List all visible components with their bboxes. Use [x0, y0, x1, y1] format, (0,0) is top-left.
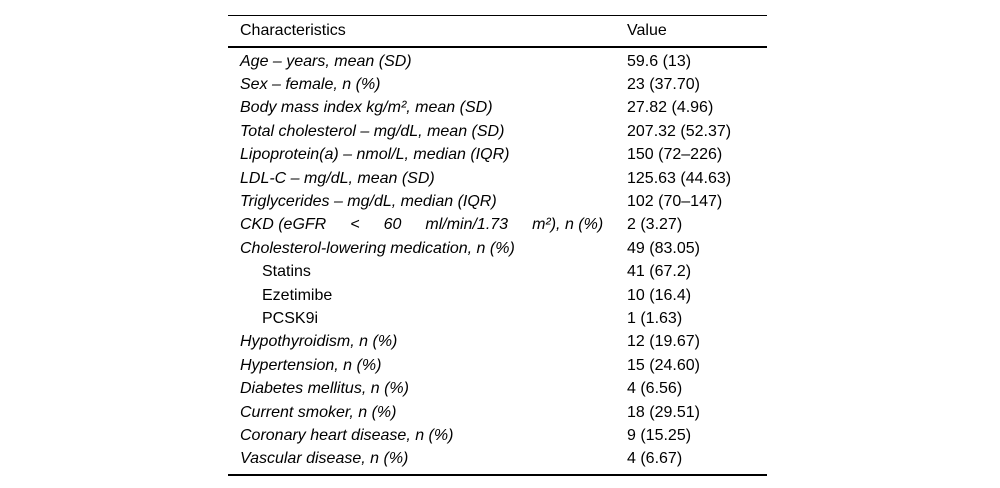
row-value: 1 (1.63)	[627, 309, 683, 327]
table-row: Vascular disease, n (%) 4 (6.67)	[228, 448, 767, 471]
row-value: 12 (19.67)	[627, 333, 700, 351]
row-label: CKD (eGFR < 60 ml/min/1.73 m²), n (%)	[240, 217, 604, 234]
row-value: 41 (67.2)	[627, 263, 692, 281]
row-label: Hypothyroidism, n (%)	[240, 334, 398, 351]
row-value: 125.63 (44.63)	[627, 169, 732, 187]
row-value: 4 (6.67)	[627, 450, 683, 468]
row-value: 23 (37.70)	[627, 76, 700, 94]
table-row: Age – years, mean (SD) 59.6 (13)	[228, 50, 767, 73]
table-row: Total cholesterol – mg/dL, mean (SD) 207…	[228, 120, 767, 143]
row-label: Age – years, mean (SD)	[240, 53, 412, 70]
table-row: Sex – female, n (%) 23 (37.70)	[228, 73, 767, 96]
row-label: PCSK9i	[262, 310, 319, 327]
table-row: Current smoker, n (%) 18 (29.51)	[228, 401, 767, 424]
row-value: 10 (16.4)	[627, 286, 692, 304]
table-row: CKD (eGFR < 60 ml/min/1.73 m²), n (%) 2 …	[228, 214, 767, 237]
row-value: 4 (6.56)	[627, 380, 683, 398]
table-row: Diabetes mellitus, n (%) 4 (6.56)	[228, 377, 767, 400]
row-label: Diabetes mellitus, n (%)	[240, 381, 409, 398]
table-row: Lipoprotein(a) – nmol/L, median (IQR) 15…	[228, 144, 767, 167]
row-value: 150 (72–226)	[627, 146, 723, 164]
row-label: Total cholesterol – mg/dL, mean (SD)	[240, 123, 505, 140]
row-value: 9 (15.25)	[627, 426, 692, 444]
row-label: Triglycerides – mg/dL, median (IQR)	[240, 194, 497, 211]
row-value: 27.82 (4.96)	[627, 99, 714, 117]
table-body: Age – years, mean (SD) 59.6 (13) Sex – f…	[228, 48, 767, 474]
table-row: Hypertension, n (%) 15 (24.60)	[228, 354, 767, 377]
row-value: 207.32 (52.37)	[627, 122, 732, 140]
row-value: 59.6 (13)	[627, 52, 692, 70]
row-label: Lipoprotein(a) – nmol/L, median (IQR)	[240, 147, 510, 164]
table-row: Body mass index kg/m², mean (SD) 27.82 (…	[228, 97, 767, 120]
row-label: Current smoker, n (%)	[240, 404, 397, 421]
column-header-value: Value	[627, 22, 667, 39]
table-row-subitem: PCSK9i 1 (1.63)	[228, 307, 767, 330]
row-label: Sex – female, n (%)	[240, 77, 381, 94]
table-row: Triglycerides – mg/dL, median (IQR) 102 …	[228, 190, 767, 213]
table-row: Hypothyroidism, n (%) 12 (19.67)	[228, 331, 767, 354]
row-label: Coronary heart disease, n (%)	[240, 427, 454, 444]
row-label: Ezetimibe	[262, 287, 333, 304]
row-label: LDL-C – mg/dL, mean (SD)	[240, 170, 435, 187]
table-header-row: Characteristics Value	[228, 16, 767, 48]
row-value: 18 (29.51)	[627, 403, 700, 421]
row-label: Hypertension, n (%)	[240, 357, 382, 374]
characteristics-table: Characteristics Value Age – years, mean …	[228, 15, 767, 477]
column-header-characteristics: Characteristics	[240, 23, 346, 39]
table-row-subitem: Statins 41 (67.2)	[228, 261, 767, 284]
row-label: Statins	[262, 264, 311, 281]
table-row-subitem: Ezetimibe 10 (16.4)	[228, 284, 767, 307]
row-value: 49 (83.05)	[627, 239, 700, 257]
table-row: Coronary heart disease, n (%) 9 (15.25)	[228, 424, 767, 447]
table-row: Cholesterol-lowering medication, n (%) 4…	[228, 237, 767, 260]
row-value: 102 (70–147)	[627, 193, 723, 211]
row-value: 15 (24.60)	[627, 356, 700, 374]
row-label: Body mass index kg/m², mean (SD)	[240, 100, 493, 117]
row-label: Cholesterol-lowering medication, n (%)	[240, 240, 515, 257]
row-value: 2 (3.27)	[627, 216, 683, 234]
row-label: Vascular disease, n (%)	[240, 451, 409, 468]
table-row: LDL-C – mg/dL, mean (SD) 125.63 (44.63)	[228, 167, 767, 190]
